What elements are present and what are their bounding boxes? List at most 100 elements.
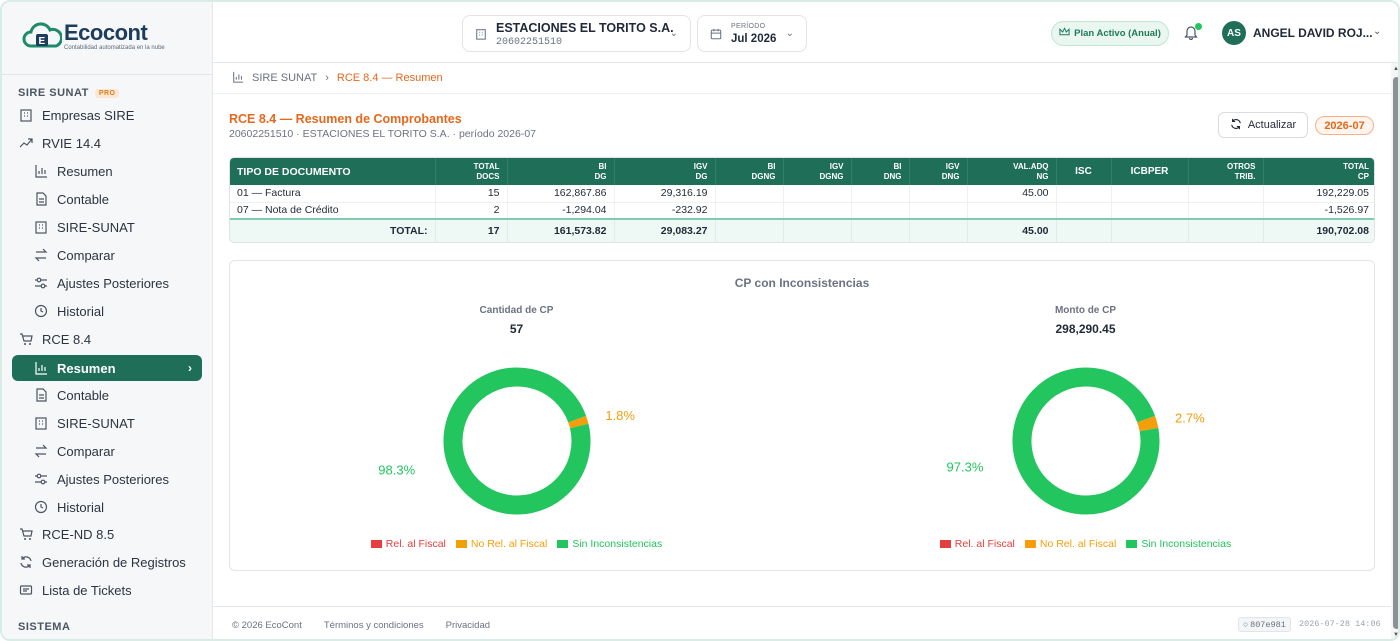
sidebar-item-rvie-ajustes[interactable]: Ajustes Posteriores [12,270,202,296]
bell-icon[interactable] [1184,24,1198,43]
header-line: DGNG [819,171,844,181]
sidebar-item-label: Ajustes Posteriores [57,471,169,487]
sidebar-section-sire: SIRE SUNAT PRO [18,87,120,99]
sidebar-item-rvie-contable[interactable]: Contable [12,186,202,212]
table-row[interactable]: 01 — Factura 15 162,867.86 29,316.19 45.00 19… [230,185,1374,203]
header-line: DNG [883,171,902,181]
sidebar-item-rvie-comparar[interactable]: Comparar [12,242,202,268]
legend-item[interactable]: Sin Inconsistencias [1126,538,1231,550]
period-badge: 2026-07 [1315,116,1374,135]
sidebar-item-rce-resumen[interactable]: Resumen › [12,355,202,381]
total-cell [715,218,784,242]
brand-logo[interactable]: E Ecocont Contabilidad automatizada en l… [22,22,165,52]
sidebar-item-label: Contable [57,387,110,403]
sidebar-item-rce[interactable]: RCE 8.4 [12,326,202,352]
legend-item[interactable]: Rel. al Fiscal [370,538,446,550]
scroll-down-icon[interactable]: ▼ [1393,632,1399,638]
pro-badge: PRO [94,88,120,98]
donut-slice[interactable] [443,367,591,515]
sidebar-item-lista-tickets[interactable]: Lista de Tickets [12,577,202,603]
cart-icon [18,331,34,347]
header-line: IGV [945,161,960,171]
chart-legend: Rel. al Fiscal No Rel. al Fiscal Sin Incon… [799,538,1372,550]
sidebar-item-label: Lista de Tickets [42,582,132,598]
header-line: DOCS [476,171,500,181]
chevron-right-icon: › [188,361,192,375]
donut-slice[interactable] [1012,367,1160,515]
refresh-icon [1230,118,1242,133]
sidebar-item-rvie-resumen[interactable]: Resumen [12,158,202,184]
legend-swatch [1126,540,1138,548]
chevron-down-icon: ⌄ [785,28,794,39]
slice-label: 97.3% [947,460,984,475]
terms-link[interactable]: Términos y condiciones [323,619,424,631]
building-icon [18,107,34,123]
sidebar-item-rce-sire-sunat[interactable]: SIRE-SUNAT [12,410,202,436]
sidebar-item-rce-comparar[interactable]: Comparar [12,438,202,464]
sidebar-item-empresas-sire[interactable]: Empresas SIRE [12,102,202,128]
donut-slice[interactable] [568,415,589,429]
header-line: ISC [1075,165,1092,177]
table-header-cell: TOTAL CP [1263,158,1374,185]
sidebar-item-rce-nd[interactable]: RCE-ND 8.5 [12,521,202,547]
table-header-cell: BI DGNG [715,158,784,185]
table-cell: 162,867.86 [507,185,615,203]
chevron-down-icon[interactable]: ⌄ [1373,26,1382,37]
table-header-cell: BI DG [507,158,615,185]
slice-label: 2.7% [1175,411,1205,426]
table-header-cell: IGV DG [614,158,716,185]
donut-slice[interactable] [1137,415,1159,432]
scroll-up-icon[interactable]: ▲ [1393,66,1399,72]
crown-icon [1059,27,1070,40]
sidebar-item-label: SIRE-SUNAT [57,219,135,235]
company-selector[interactable]: ESTACIONES EL TORITO S.A. 20602251510 ⌄ [462,15,691,52]
user-name[interactable]: ANGEL DAVID ROJ... [1253,26,1373,40]
table-header-row: TIPO DE DOCUMENTO TOTAL DOCS BI DG IGV DG BI DGN… [230,158,1374,185]
legend-item[interactable]: No Rel. al Fiscal [455,538,547,550]
legend-item[interactable]: No Rel. al Fiscal [1024,538,1116,550]
brand-name: Ecocont [64,20,148,45]
table-header-cell: ICBPER [1111,158,1189,185]
header-line: CP [1357,171,1369,181]
build-badge: ○ 807e981 [1238,617,1291,632]
sidebar-item-label: Contable [57,191,110,207]
privacy-link[interactable]: Privacidad [445,619,491,631]
legend-label: Rel. al Fiscal [954,538,1015,550]
page-subtitle: 20602251510 · ESTACIONES EL TORITO S.A. … [229,128,537,140]
sidebar-section-sistema: SISTEMA [18,621,70,633]
sidebar-item-rce-contable[interactable]: Contable [12,382,202,408]
plan-badge[interactable]: Plan Activo (Anual) [1051,21,1169,46]
building-icon [475,28,487,43]
history-icon [33,303,49,319]
sidebar-item-rce-historial[interactable]: Historial [12,494,202,520]
sidebar-item-rvie-historial[interactable]: Historial [12,298,202,324]
table-header-cell: BI DNG [851,158,910,185]
refresh-label: Actualizar [1247,119,1297,131]
sliders-icon [33,471,49,487]
legend-swatch [1024,540,1036,548]
avatar[interactable]: AS [1222,21,1246,45]
total-cell [851,218,910,242]
table-body: 01 — Factura 15 162,867.86 29,316.19 45.00 19… [230,185,1374,220]
table-cell [967,202,1057,220]
scrollbar-thumb[interactable] [1393,77,1398,629]
table-cell: 2 [435,202,508,220]
table-row[interactable]: 07 — Nota de Crédito 2 -1,294.04 -232.92 -1,… [230,202,1374,220]
page-title: RCE 8.4 — Resumen de Comprobantes [229,112,462,126]
header-line: IGV [829,161,844,171]
sidebar-item-rce-ajustes[interactable]: Ajustes Posteriores [12,466,202,492]
legend-item[interactable]: Sin Inconsistencias [557,538,662,550]
sidebar-item-rvie[interactable]: RVIE 14.4 [12,130,202,156]
refresh-button[interactable]: Actualizar [1218,112,1308,138]
bar-chart-icon [33,360,49,376]
table-cell: -1,294.04 [507,202,615,220]
sidebar-item-rvie-sire-sunat[interactable]: SIRE-SUNAT [12,214,202,240]
sidebar-item-label: Comparar [57,443,115,459]
legend-swatch [939,540,951,548]
sidebar-item-generacion-registros[interactable]: Generación de Registros [12,549,202,575]
legend-item[interactable]: Rel. al Fiscal [939,538,1015,550]
breadcrumb-root[interactable]: SIRE SUNAT [252,72,318,84]
top-bar: ESTACIONES EL TORITO S.A. 20602251510 ⌄ … [213,2,1398,63]
page-scrollbar[interactable]: ▲ ▼ [1391,63,1399,639]
period-selector[interactable]: PERÍODO Jul 2026 ⌄ [697,15,807,52]
